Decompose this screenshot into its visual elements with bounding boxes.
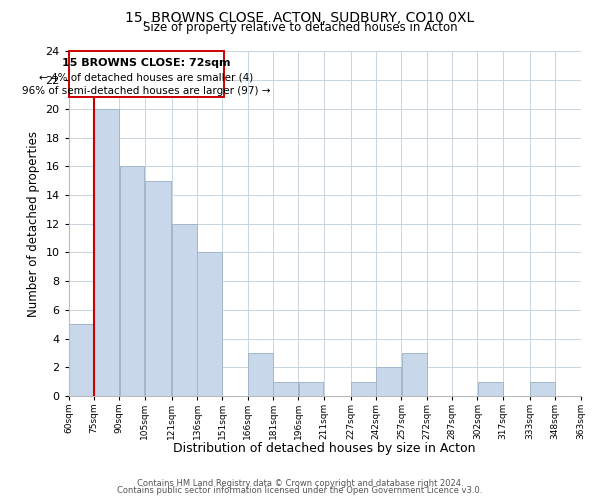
Bar [94,109,119,396]
Text: Contains public sector information licensed under the Open Government Licence v3: Contains public sector information licen… [118,486,482,495]
Bar [581,382,600,396]
Bar [376,367,401,396]
Text: Size of property relative to detached houses in Acton: Size of property relative to detached ho… [143,21,457,34]
Bar [69,324,94,396]
Text: 96% of semi-detached houses are larger (97) →: 96% of semi-detached houses are larger (… [22,86,271,96]
Text: ← 4% of detached houses are smaller (4): ← 4% of detached houses are smaller (4) [39,72,253,83]
Bar [197,252,222,396]
Text: 15 BROWNS CLOSE: 72sqm: 15 BROWNS CLOSE: 72sqm [62,58,230,68]
Bar [530,382,555,396]
Bar [248,353,273,396]
Bar [274,382,298,396]
Text: Contains HM Land Registry data © Crown copyright and database right 2024.: Contains HM Land Registry data © Crown c… [137,478,463,488]
Bar [145,180,172,396]
Bar [478,382,503,396]
Bar [299,382,323,396]
Y-axis label: Number of detached properties: Number of detached properties [27,130,40,316]
Bar [351,382,376,396]
Bar [172,224,197,396]
Bar [68,52,224,98]
Bar [119,166,145,396]
Text: 15, BROWNS CLOSE, ACTON, SUDBURY, CO10 0XL: 15, BROWNS CLOSE, ACTON, SUDBURY, CO10 0… [125,11,475,25]
X-axis label: Distribution of detached houses by size in Acton: Distribution of detached houses by size … [173,442,476,455]
Bar [401,353,427,396]
